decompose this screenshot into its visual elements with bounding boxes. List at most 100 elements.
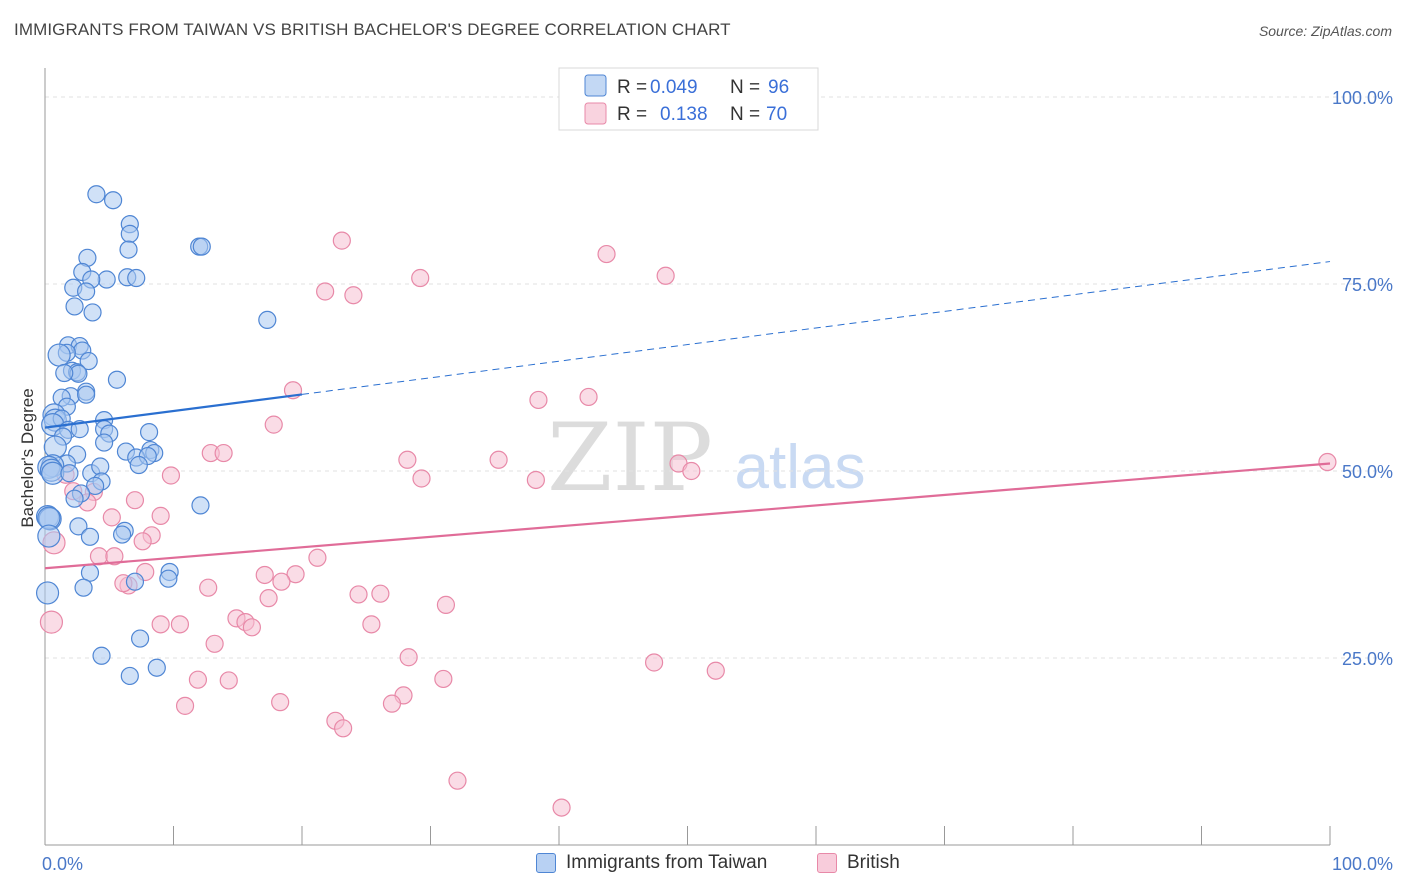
british-point-34	[255, 565, 274, 585]
legend-label-taiwan: Immigrants from Taiwan	[566, 852, 768, 873]
british-point-54	[706, 661, 725, 680]
taiwan-points	[35, 185, 277, 686]
legend-r-value-taiwan: 0.049	[650, 77, 698, 98]
british-point-65	[552, 798, 571, 817]
taiwan-trend-extrapolation	[301, 261, 1331, 395]
taiwan-point-39	[70, 420, 89, 439]
british-point-3	[411, 268, 430, 288]
british-point-52	[399, 648, 418, 667]
watermark: ZIP atlas	[547, 404, 865, 513]
british-point-1	[597, 244, 616, 264]
y-axis-label: Bachelor's Degree	[18, 388, 37, 527]
british-point-49	[242, 618, 261, 637]
x-tick-label-1: 100.0%	[1332, 854, 1393, 874]
legend-r-value-british: 0.138	[660, 104, 708, 125]
british-point-64	[448, 771, 467, 790]
british-point-7	[579, 387, 598, 407]
taiwan-point-43	[139, 423, 159, 442]
taiwan-point-66	[191, 496, 210, 515]
british-point-25	[151, 506, 170, 525]
british-point-53	[644, 653, 664, 672]
taiwan-point-46	[95, 433, 114, 452]
legend-n-value-taiwan: 96	[768, 77, 789, 98]
stats-legend: R = 0.049 N = 96 R = 0.138 N = 70	[558, 67, 819, 131]
legend-n-label-taiwan: N =	[730, 77, 760, 98]
british-point-48	[362, 615, 381, 634]
british-point-16	[1318, 452, 1337, 472]
legend-swatch-taiwan	[584, 74, 607, 97]
british-point-5	[344, 286, 363, 305]
british-point-47	[170, 615, 190, 634]
british-point-8	[529, 390, 548, 410]
chart-source: Source: ZipAtlas.com	[1258, 23, 1392, 39]
taiwan-point-63	[86, 476, 105, 496]
taiwan-point-23	[79, 351, 98, 371]
legend-n-value-british: 70	[766, 104, 787, 125]
british-trend-line	[44, 462, 1331, 570]
taiwan-point-73	[80, 527, 100, 546]
legend-swatch-taiwan-bottom	[536, 853, 556, 873]
british-point-32	[308, 548, 327, 567]
british-point-30	[89, 547, 109, 566]
y-tick-label-0: 25.0%	[1342, 649, 1393, 669]
british-point-15	[682, 461, 701, 481]
taiwan-point-72	[112, 525, 132, 544]
taiwan-point-22	[47, 343, 71, 367]
british-point-9	[264, 415, 283, 434]
british-point-18	[412, 469, 431, 488]
taiwan-point-65	[65, 489, 84, 508]
legend-item-taiwan[interactable]: Immigrants from Taiwan	[536, 852, 767, 874]
british-point-43	[436, 595, 456, 614]
tick-labels: 25.0% 50.0% 75.0% 100.0% 0.0% 100.0%	[42, 88, 1393, 874]
taiwan-point-77	[125, 572, 145, 591]
british-point-63	[334, 719, 353, 738]
taiwan-point-6	[192, 237, 211, 256]
british-point-42	[259, 589, 278, 608]
legend-r-label-taiwan: R =	[617, 77, 647, 98]
taiwan-point-28	[107, 370, 127, 389]
legend-r-label-british: R =	[617, 104, 647, 125]
legend-swatch-british-bottom	[817, 853, 837, 873]
british-point-28	[133, 532, 152, 551]
taiwan-point-17	[258, 310, 277, 330]
taiwan-point-80	[74, 578, 93, 597]
taiwan-point-31	[77, 385, 96, 404]
taiwan-trend-line	[44, 393, 303, 429]
british-points	[39, 231, 1337, 817]
legend-n-label-british: N =	[730, 104, 760, 125]
british-point-26	[102, 508, 121, 527]
watermark-zip: ZIP	[547, 404, 713, 513]
british-point-46	[151, 615, 170, 634]
british-point-31	[105, 547, 124, 566]
british-point-41	[371, 584, 390, 603]
taiwan-point-58	[60, 464, 79, 483]
y-tick-label-2: 75.0%	[1342, 275, 1393, 295]
british-point-38	[199, 578, 218, 597]
british-point-17	[161, 466, 181, 485]
taiwan-point-78	[159, 569, 178, 588]
taiwan-point-15	[65, 297, 84, 316]
british-point-57	[434, 669, 453, 689]
taiwan-point-1	[104, 191, 123, 210]
taiwan-point-84	[120, 666, 139, 686]
british-point-55	[188, 670, 208, 689]
british-point-35	[286, 565, 305, 584]
british-point-4	[316, 282, 335, 301]
legend-swatch-british	[584, 102, 607, 125]
british-point-61	[175, 696, 195, 715]
taiwan-point-60	[91, 457, 110, 476]
taiwan-point-74	[37, 524, 61, 548]
x-tick-label-0: 0.0%	[42, 854, 83, 874]
british-point-13	[489, 450, 508, 469]
taiwan-point-82	[92, 646, 111, 665]
chart-title: IMMIGRANTS FROM TAIWAN VS BRITISH BACHEL…	[14, 20, 731, 39]
taiwan-point-70	[69, 517, 88, 536]
british-point-56	[219, 671, 238, 690]
british-point-36	[272, 572, 291, 591]
legend-item-british[interactable]: British	[817, 852, 900, 874]
british-point-12	[398, 450, 417, 469]
y-tick-label-1: 50.0%	[1342, 462, 1393, 482]
taiwan-point-0	[87, 185, 106, 204]
british-point-60	[382, 694, 402, 713]
taiwan-point-61	[129, 455, 148, 475]
